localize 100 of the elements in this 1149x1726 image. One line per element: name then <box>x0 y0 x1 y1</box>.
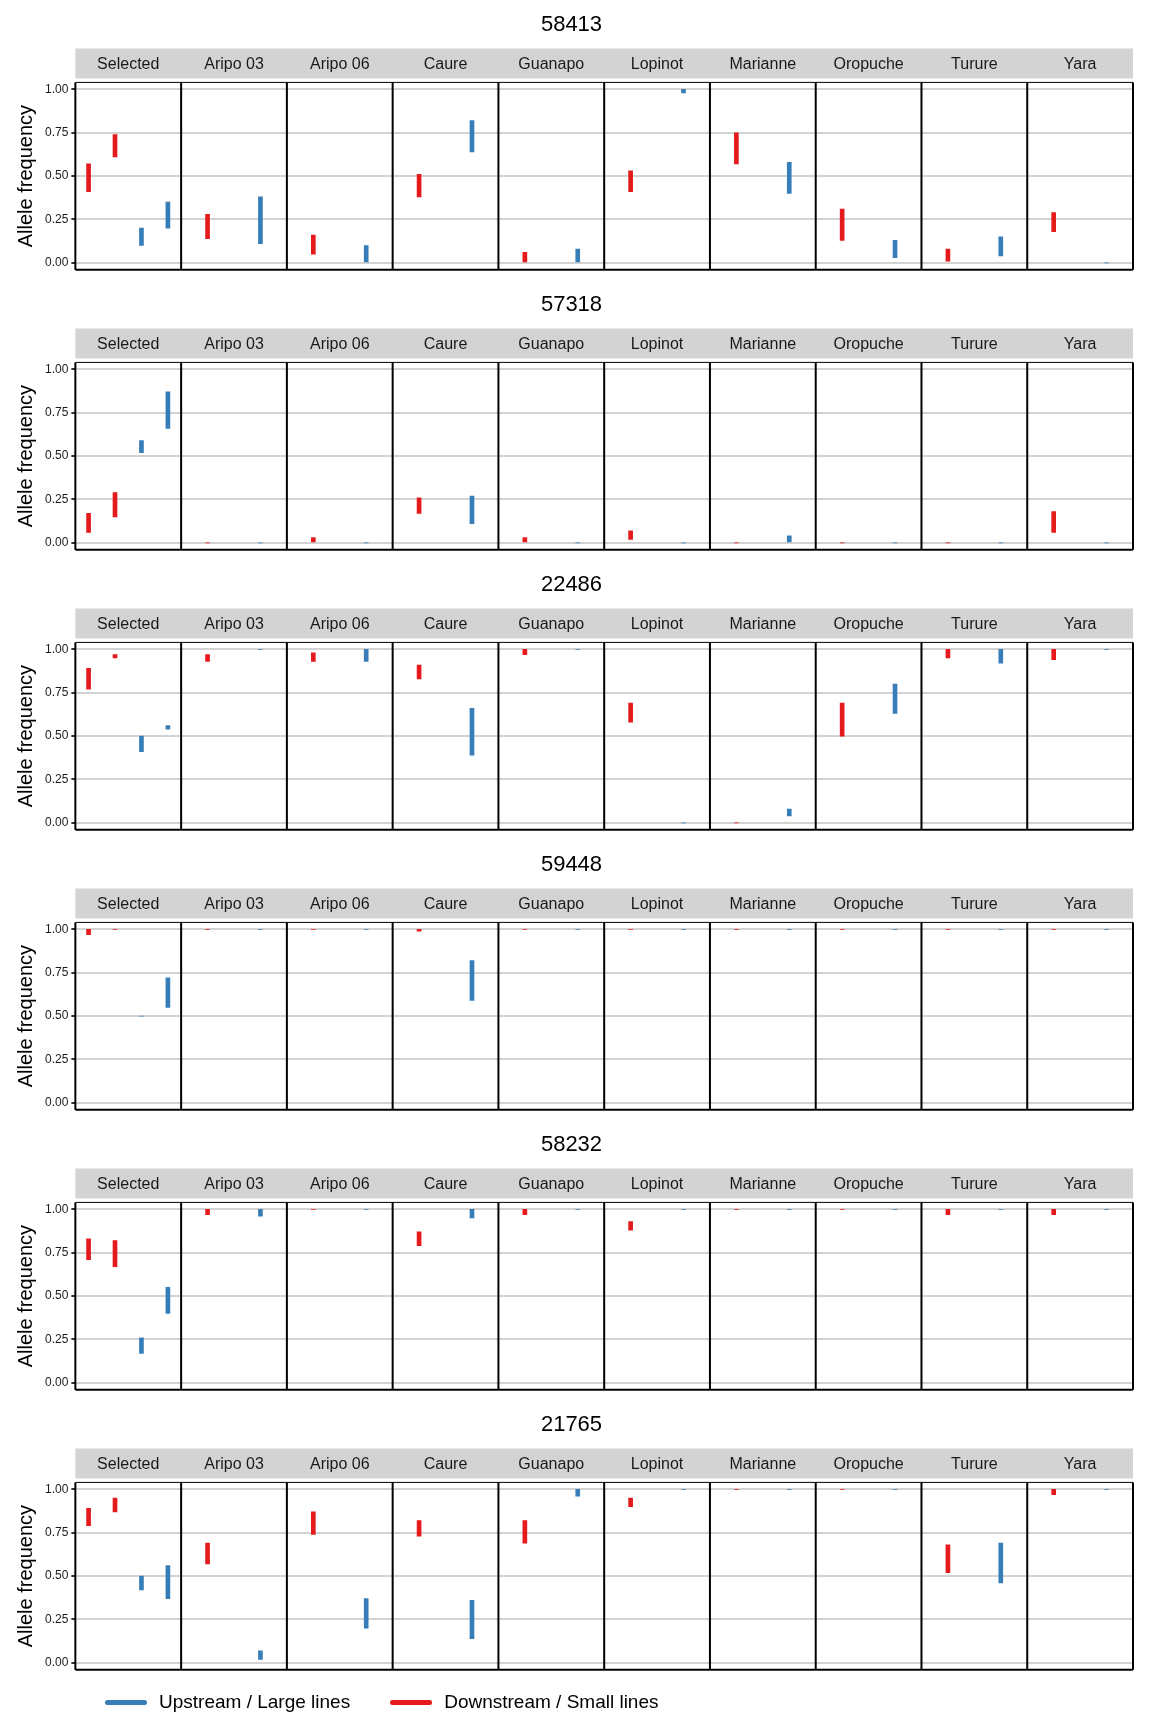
y-axis-title: Allele frequency <box>13 384 36 528</box>
x-tick-label: Marianne <box>729 334 797 352</box>
bar <box>628 530 633 540</box>
x-tick-label: Oropuche <box>833 54 904 72</box>
bar <box>575 248 581 263</box>
x-tick-label: Yara <box>1063 54 1097 72</box>
y-tick-label: 0.75 <box>45 685 69 700</box>
y-tick-label: 0.25 <box>45 211 69 226</box>
y-tick-label: 0.50 <box>45 168 69 183</box>
y-tick-label: 0.00 <box>45 815 69 830</box>
bar <box>998 236 1004 257</box>
y-tick-label: 0.25 <box>45 491 69 506</box>
y-tick-label: 0.00 <box>45 1655 69 1670</box>
bar <box>628 1497 633 1508</box>
x-tick-label: Lopinot <box>630 1174 684 1192</box>
bar <box>786 161 792 194</box>
x-tick-label: Turure <box>951 1174 998 1192</box>
x-tick-label: Aripo 03 <box>204 1454 264 1472</box>
y-axis-title: Allele frequency <box>13 1224 36 1368</box>
x-tick-label: Caure <box>423 614 468 632</box>
bar <box>628 170 633 193</box>
bar <box>205 1542 210 1565</box>
y-tick-label: 0.50 <box>45 728 69 743</box>
bar <box>1051 511 1057 533</box>
y-tick-label: 0.25 <box>45 1051 69 1066</box>
y-tick-label: 0.50 <box>45 1008 69 1023</box>
x-tick-label: Yara <box>1063 334 1097 352</box>
chart-title: 58232 <box>540 1131 603 1157</box>
bar <box>998 649 1004 664</box>
x-tick-label: Yara <box>1063 614 1097 632</box>
bar <box>681 89 686 94</box>
chart-title: 57318 <box>540 291 603 317</box>
y-tick-label: 0.50 <box>45 448 69 463</box>
x-tick-label: Guanapo <box>518 334 585 352</box>
y-tick-label: 0.25 <box>45 1611 69 1626</box>
x-tick-label: Caure <box>423 1454 468 1472</box>
chart-title: 22486 <box>540 571 603 597</box>
bar <box>1051 212 1057 232</box>
x-tick-label: Marianne <box>729 1454 797 1472</box>
y-tick-label: 0.50 <box>45 1568 69 1583</box>
x-tick-label: Turure <box>951 614 998 632</box>
legend-label: Upstream / Large lines <box>159 1691 351 1713</box>
bar <box>786 535 792 543</box>
y-tick-label: 0.75 <box>45 125 69 140</box>
x-tick-label: Aripo 06 <box>309 614 370 632</box>
x-tick-label: Turure <box>951 334 998 352</box>
bar <box>363 1598 369 1629</box>
bar <box>1051 649 1057 661</box>
x-tick-label: Aripo 03 <box>204 54 264 72</box>
x-tick-label: Yara <box>1063 1174 1097 1192</box>
x-tick-label: Guanapo <box>518 1174 585 1192</box>
bar <box>575 1489 581 1497</box>
bar <box>1051 1209 1057 1215</box>
bar <box>311 234 316 255</box>
y-tick-label: 1.00 <box>45 921 69 936</box>
x-tick-label: Marianne <box>729 894 797 912</box>
y-tick-label: 0.25 <box>45 771 69 786</box>
x-tick-label: Oropuche <box>833 614 904 632</box>
bar <box>258 196 263 245</box>
x-tick-label: Oropuche <box>833 334 904 352</box>
bar <box>628 702 633 723</box>
x-tick-label: Aripo 03 <box>204 894 264 912</box>
x-tick-label: Turure <box>951 894 998 912</box>
x-tick-label: Aripo 06 <box>309 54 370 72</box>
y-axis-title: Allele frequency <box>13 944 36 1088</box>
y-tick-label: 0.75 <box>45 1525 69 1540</box>
x-tick-label: Marianne <box>729 54 797 72</box>
x-tick-label: Lopinot <box>630 54 684 72</box>
x-tick-label: Lopinot <box>630 1454 684 1472</box>
bar <box>205 1209 210 1215</box>
x-tick-label: Lopinot <box>630 334 684 352</box>
y-tick-label: 0.00 <box>45 535 69 550</box>
x-tick-label: Aripo 03 <box>204 614 264 632</box>
x-tick-label: Turure <box>951 1454 998 1472</box>
bar <box>311 652 316 662</box>
x-tick-label: Lopinot <box>630 894 684 912</box>
y-tick-label: 0.75 <box>45 405 69 420</box>
x-tick-label: Selected <box>97 1454 160 1472</box>
x-tick-label: Turure <box>951 54 998 72</box>
x-tick-label: Marianne <box>729 614 797 632</box>
bar <box>311 1511 316 1535</box>
bar <box>1051 1489 1057 1495</box>
bar <box>205 213 210 239</box>
x-tick-label: Guanapo <box>518 1454 585 1472</box>
y-tick-label: 1.00 <box>45 1201 69 1216</box>
bar <box>734 132 739 165</box>
y-tick-label: 1.00 <box>45 1481 69 1496</box>
x-tick-label: Oropuche <box>833 894 904 912</box>
y-tick-label: 1.00 <box>45 641 69 656</box>
x-tick-label: Guanapo <box>518 54 585 72</box>
x-tick-label: Caure <box>423 1174 468 1192</box>
x-tick-label: Aripo 06 <box>309 894 370 912</box>
chart-title: 21765 <box>540 1411 603 1437</box>
bar <box>363 245 369 263</box>
x-tick-label: Aripo 03 <box>204 334 264 352</box>
bar <box>311 537 316 543</box>
bar <box>205 654 210 662</box>
x-tick-label: Aripo 06 <box>309 1174 370 1192</box>
x-tick-label: Selected <box>97 614 160 632</box>
y-tick-label: 0.75 <box>45 1245 69 1260</box>
